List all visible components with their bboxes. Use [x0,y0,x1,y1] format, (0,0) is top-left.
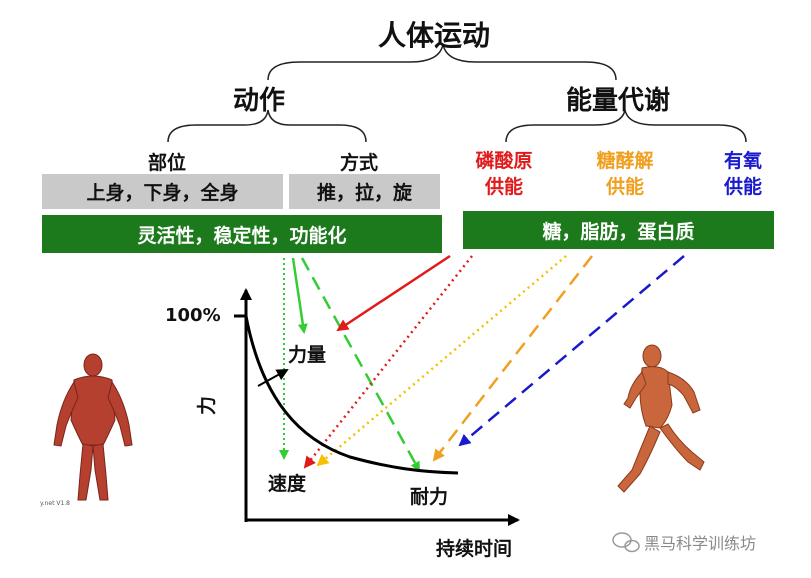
red-arrow-to-strength [336,254,451,332]
substrates-box: 糖，脂肪，蛋白质 [463,211,774,249]
x-axis-label: 持续时间 [436,538,513,560]
top-brace [267,43,617,81]
site-values-box: 上身，下身，全身 [42,174,283,209]
force-duration-curve [244,315,459,475]
standing-figure [53,353,133,501]
green-arrow-to-strength [291,257,308,334]
method-label: 方式 [340,152,379,174]
blue-arrow-to-endurance [458,255,685,447]
aerobic-line-2: 供能 [723,176,762,198]
method-values-box: 推，拉，旋 [289,174,440,209]
strength-label: 力量 [288,344,327,366]
aerobic-system-label: 有氧 供能 [708,148,778,200]
site-label: 部位 [148,152,187,174]
glycolytic-system-label: 糖酵解 供能 [583,148,667,200]
energy-brace [505,109,747,143]
red-arrow-to-speed [303,255,473,469]
phosphagen-line-1: 磷酸原 [475,150,533,172]
yellow-arrow-to-speed [316,255,567,467]
y-max-label: 100% [165,305,221,326]
wechat-icon [612,532,640,553]
action-heading: 动作 [233,86,286,116]
energy-metabolism-heading: 能量代谢 [566,86,671,116]
page-title: 人体运动 [378,19,491,52]
green-arrow-to-endurance [300,257,421,472]
glycolytic-line-2: 供能 [605,176,644,198]
phosphagen-line-2: 供能 [484,176,523,198]
glycolytic-line-1: 糖酵解 [596,150,654,172]
qualities-box: 灵活性，稳定性，功能化 [42,215,442,253]
speed-label: 速度 [268,473,307,495]
y-axis-label: 力 [196,395,219,416]
running-figure [617,344,705,493]
aerobic-line-1: 有氧 [723,150,762,172]
endurance-label: 耐力 [410,486,449,508]
watermark-text: 黑马科学训练坊 [644,534,757,553]
orange-arrow-to-endurance [432,255,593,462]
strength-pointer-arrow [257,369,289,387]
figure-caption: y.net V1.8 [40,500,71,507]
phosphagen-system-label: 磷酸原 供能 [462,148,546,200]
action-brace [167,109,367,143]
